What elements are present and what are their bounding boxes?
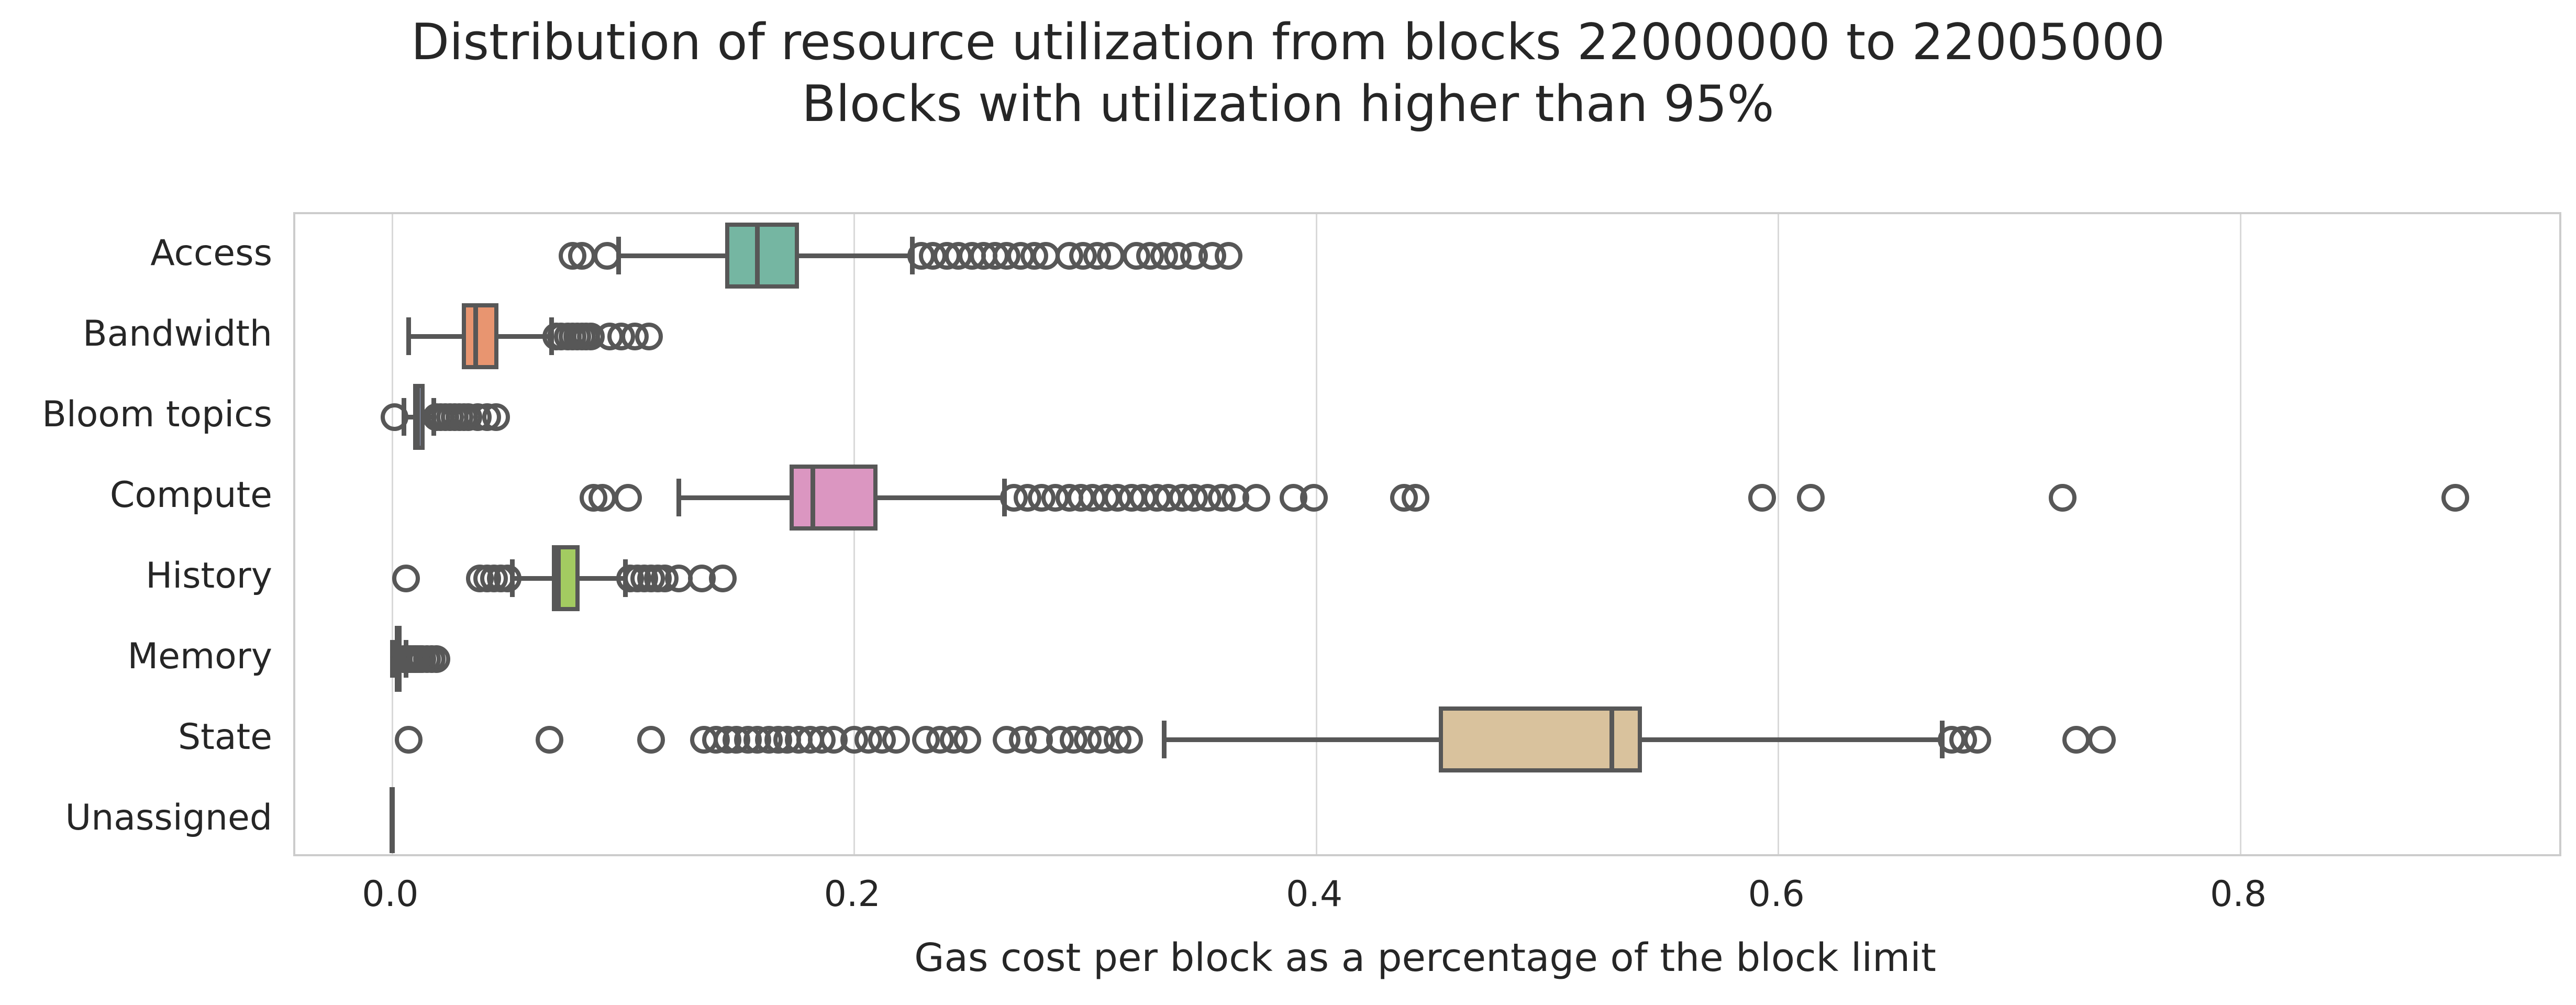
- box-State: [1439, 706, 1642, 772]
- outlier-point-Compute: [2441, 483, 2469, 512]
- outlier-point-State: [953, 725, 982, 754]
- outlier-point-History: [392, 564, 420, 592]
- box-Unassigned: [390, 787, 395, 853]
- outlier-point-State: [1963, 725, 1991, 754]
- whisker-cap-low-State: [1161, 721, 1167, 758]
- outlier-point-State: [1115, 725, 1143, 754]
- x-axis-label: Gas cost per block as a percentage of th…: [914, 935, 1936, 980]
- box-Bandwidth: [461, 303, 499, 369]
- outlier-point-Compute: [2048, 483, 2077, 512]
- outlier-point-Access: [593, 241, 621, 270]
- y-tick-label-Memory: Memory: [127, 636, 272, 677]
- chart-title: Distribution of resource utilization fro…: [0, 12, 2576, 135]
- outlier-point-State: [2088, 725, 2116, 754]
- outlier-point-Compute: [1402, 483, 1430, 512]
- outlier-point-Compute: [1748, 483, 1776, 512]
- outlier-point-State: [394, 725, 423, 754]
- gridline-x-0: [391, 214, 393, 854]
- median-Bloom topics: [415, 384, 420, 450]
- y-tick-label-Access: Access: [150, 233, 272, 274]
- x-tick-label-0.6: 0.6: [1748, 874, 1805, 915]
- outlier-point-Compute: [1242, 483, 1270, 512]
- outlier-point-Memory: [422, 645, 450, 673]
- outlier-point-Bandwidth: [635, 322, 663, 350]
- box-Compute: [790, 465, 878, 531]
- x-tick-label-0.4: 0.4: [1286, 874, 1343, 915]
- y-tick-label-History: History: [146, 555, 272, 597]
- outlier-point-Compute: [1300, 483, 1328, 512]
- outlier-point-Access: [1215, 241, 1243, 270]
- whisker-cap-low-Bandwidth: [406, 317, 411, 355]
- y-tick-label-Compute: Compute: [109, 474, 272, 516]
- x-tick-label-0.8: 0.8: [2210, 874, 2267, 915]
- outlier-point-Access: [1097, 241, 1125, 270]
- median-Bandwidth: [473, 303, 478, 369]
- gridline-x-0.8: [2239, 214, 2241, 854]
- outlier-point-State: [637, 725, 665, 754]
- outlier-point-Compute: [614, 483, 642, 512]
- gridline-x-0.4: [1315, 214, 1317, 854]
- outlier-point-Compute: [1796, 483, 1825, 512]
- gridline-x-0.6: [1778, 214, 1780, 854]
- whisker-cap-low-Compute: [676, 479, 681, 516]
- y-tick-label-Unassigned: Unassigned: [65, 797, 272, 838]
- gridline-x-0.2: [853, 214, 856, 854]
- chart-title-line2: Blocks with utilization higher than 95%: [802, 75, 1774, 133]
- median-Compute: [810, 465, 815, 531]
- outlier-point-Bloom topics: [482, 403, 510, 431]
- median-State: [1609, 706, 1615, 772]
- x-tick-label-0.0: 0.0: [362, 874, 419, 915]
- y-tick-label-Bloom topics: Bloom topics: [42, 394, 272, 435]
- outlier-point-State: [2062, 725, 2091, 754]
- y-tick-label-Bandwidth: Bandwidth: [82, 313, 272, 355]
- outlier-point-Access: [568, 241, 596, 270]
- outlier-point-History: [708, 564, 737, 592]
- x-tick-label-0.2: 0.2: [824, 874, 881, 915]
- outlier-point-State: [535, 725, 563, 754]
- y-tick-label-State: State: [178, 716, 272, 758]
- median-History: [556, 545, 561, 611]
- outlier-point-Bloom topics: [381, 403, 409, 431]
- outlier-point-Compute: [589, 483, 617, 512]
- outlier-point-History: [494, 564, 522, 592]
- box-Access: [725, 223, 799, 289]
- plot-area: [293, 212, 2561, 856]
- median-Access: [754, 223, 760, 289]
- outlier-point-State: [882, 725, 910, 754]
- chart-title-line1: Distribution of resource utilization fro…: [410, 14, 2166, 71]
